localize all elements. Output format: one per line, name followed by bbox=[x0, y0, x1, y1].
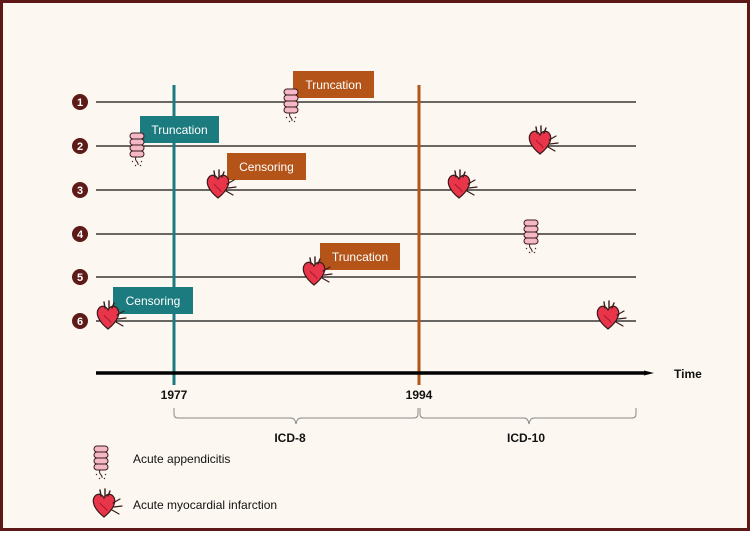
event-label-row2: Truncation bbox=[140, 116, 219, 143]
row-badge-2: 2 bbox=[72, 138, 88, 154]
svg-text:Truncation: Truncation bbox=[305, 78, 361, 92]
year-label-1994: 1994 bbox=[406, 388, 433, 402]
svg-text:3: 3 bbox=[77, 185, 83, 197]
year-label-1977: 1977 bbox=[161, 388, 188, 402]
svg-text:Censoring: Censoring bbox=[239, 160, 294, 174]
legend-heart-icon bbox=[92, 488, 123, 518]
row-badge-3: 3 bbox=[72, 182, 88, 198]
svg-text:6: 6 bbox=[77, 316, 83, 328]
row-badge-4: 4 bbox=[72, 226, 88, 242]
legend-myocardial-label: Acute myocardial infarction bbox=[133, 498, 277, 512]
intestine-icon bbox=[129, 132, 145, 167]
brace-icd8 bbox=[173, 408, 419, 425]
row-badge-1: 1 bbox=[72, 94, 88, 110]
period-label-icd8: ICD-8 bbox=[274, 431, 306, 445]
event-label-row3: Censoring bbox=[227, 153, 306, 180]
event-label-row5: Truncation bbox=[320, 243, 400, 270]
period-label-icd10: ICD-10 bbox=[507, 431, 545, 445]
legend-intestine-icon bbox=[93, 445, 109, 480]
heart-icon bbox=[596, 300, 627, 330]
brace-icd10 bbox=[419, 408, 637, 425]
intestine-icon bbox=[283, 88, 299, 123]
row-badge-6: 6 bbox=[72, 313, 88, 329]
row-badge-5: 5 bbox=[72, 269, 88, 285]
intestine-icon bbox=[523, 219, 539, 254]
svg-text:Truncation: Truncation bbox=[332, 250, 388, 264]
heart-icon bbox=[528, 125, 559, 155]
svg-text:1: 1 bbox=[77, 97, 83, 109]
svg-text:Truncation: Truncation bbox=[151, 123, 207, 137]
legend-appendicitis-label: Acute appendicitis bbox=[133, 452, 230, 466]
timeline-diagram: 1 2 3 4 5 6 Time 1977 1994 ICD-8 ICD-10 … bbox=[72, 71, 702, 518]
axis-label: Time bbox=[674, 367, 702, 381]
heart-icon bbox=[447, 169, 478, 199]
svg-text:2: 2 bbox=[77, 141, 83, 153]
svg-text:Censoring: Censoring bbox=[126, 294, 181, 308]
event-label-row6: Censoring bbox=[113, 287, 193, 314]
event-label-row1: Truncation bbox=[293, 71, 374, 98]
svg-text:4: 4 bbox=[77, 229, 84, 241]
svg-text:5: 5 bbox=[77, 272, 83, 284]
